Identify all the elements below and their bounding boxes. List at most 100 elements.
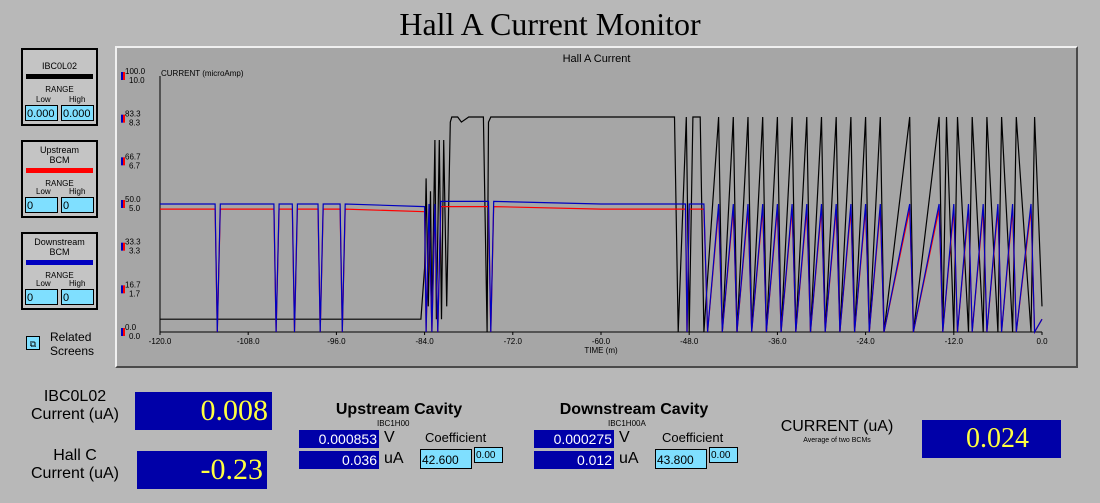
ibc-current-label: IBC0L02 Current (uA) (20, 388, 130, 424)
chart-title: Hall A Current (562, 53, 631, 65)
series-line-ibc0l02 (160, 116, 1043, 333)
current-chart: CURRENT (microAmp) TIME (m) 0.00.016.71.… (121, 67, 1048, 355)
y-tick-label-a: 0.0 (125, 323, 137, 332)
x-tick-label: -60.0 (592, 337, 611, 346)
y-tick-label-a: 66.7 (125, 152, 141, 161)
high-label: High (69, 95, 86, 104)
y-tick-label-a: 33.3 (125, 238, 141, 247)
panel-name-2: BCM (49, 155, 70, 165)
downstream-coef-label: Coefficient (662, 430, 724, 445)
downstream-ua-unit: uA (619, 450, 639, 467)
ibc-current-readout: 0.008 (135, 392, 272, 430)
color-swatch (26, 260, 93, 265)
x-tick-label: -120.0 (149, 337, 172, 346)
page-title: Hall A Current Monitor (399, 6, 701, 42)
ibc0l02-panel: IBC0L02 RANGE Low High 0.000 0.000 (21, 48, 98, 126)
y-axis-label: CURRENT (microAmp) (161, 69, 244, 78)
y-scale-marker (121, 285, 123, 294)
upstream-coef-label: Coefficient (425, 430, 487, 445)
series-line-downstream-bcm (160, 200, 1043, 335)
high-label: High (69, 279, 86, 288)
y-tick-label-b: 5.0 (129, 204, 141, 213)
ibc-label-line1: IBC0L02 (43, 388, 107, 405)
range-high-input[interactable]: 0 (61, 197, 94, 213)
range-low-input[interactable]: 0.000 (25, 105, 58, 121)
range-label: RANGE (45, 85, 74, 94)
panel-name: Downstream (34, 237, 85, 247)
average-current-readout: 0.024 (922, 420, 1061, 458)
low-label: Low (36, 95, 51, 104)
y-scale-marker (121, 72, 123, 80)
hallc-current-readout: -0.23 (137, 451, 267, 489)
hallc-label-line2: Current (uA) (30, 465, 120, 482)
upstream-small-input[interactable]: 0.00 (474, 447, 503, 463)
y-scale-marker (121, 242, 123, 251)
downstream-voltage-readout: 0.000275 (534, 430, 614, 448)
y-scale-marker (123, 157, 125, 166)
x-tick-label: -96.0 (327, 337, 346, 346)
x-tick-label: -48.0 (680, 337, 699, 346)
y-tick-label-b: 3.3 (129, 247, 141, 256)
upstream-ua-unit: uA (384, 450, 404, 467)
hallc-current-label: Hall C Current (uA) (20, 447, 130, 483)
downstream-ua-readout: 0.012 (534, 451, 614, 469)
range-low-input[interactable]: 0 (25, 289, 58, 305)
upstream-subtitle: IBC1H00 (377, 419, 410, 428)
average-current-label: CURRENT (uA) (780, 418, 894, 435)
y-scale-marker (123, 285, 125, 294)
color-swatch (26, 74, 93, 79)
y-tick-label-b: 0.0 (129, 332, 141, 341)
y-scale-marker (123, 200, 125, 208)
x-tick-label: -12.0 (945, 337, 964, 346)
x-tick-label: -84.0 (415, 337, 434, 346)
y-scale-marker (123, 328, 125, 336)
downstream-coef-input[interactable]: 43.800 (655, 449, 707, 469)
upstream-ua-readout: 0.036 (299, 451, 379, 469)
y-scale-marker (121, 200, 123, 208)
y-tick-label-b: 1.7 (129, 289, 141, 298)
downstream-title: Downstream Cavity (559, 401, 709, 418)
related-label-line1: Related (50, 330, 92, 344)
range-label: RANGE (45, 271, 74, 280)
x-tick-label: -24.0 (856, 337, 875, 346)
y-scale-marker (123, 72, 125, 80)
color-swatch (26, 168, 93, 173)
average-current-sublabel: Average of two BCMs (803, 437, 871, 444)
y-scale-marker (123, 242, 125, 251)
y-tick-label-b: 8.3 (129, 119, 141, 128)
upstream-title: Upstream Cavity (335, 401, 463, 418)
x-tick-label: -108.0 (237, 337, 260, 346)
panel-name: IBC0L02 (41, 61, 78, 71)
x-tick-label: -72.0 (504, 337, 523, 346)
y-tick-label-a: 83.3 (125, 110, 141, 119)
related-screens-icon[interactable]: ⧉ (26, 336, 40, 350)
high-label: High (69, 187, 86, 196)
range-high-input[interactable]: 0 (61, 289, 94, 305)
x-tick-label: -36.0 (768, 337, 787, 346)
hallc-label-line1: Hall C (53, 447, 97, 464)
y-tick-label-b: 10.0 (129, 76, 145, 85)
y-tick-label-a: 16.7 (125, 280, 141, 289)
downstream-bcm-panel: Downstream BCM RANGE Low High 0 0 (21, 232, 98, 310)
upstream-v-unit: V (384, 429, 395, 446)
downstream-v-unit: V (619, 429, 630, 446)
range-high-input[interactable]: 0.000 (61, 105, 94, 121)
range-low-input[interactable]: 0 (25, 197, 58, 213)
x-tick-label: 0.0 (1036, 337, 1048, 346)
y-tick-label-a: 100.0 (125, 67, 146, 76)
y-scale-marker (121, 114, 123, 123)
x-axis-label: TIME (m) (584, 346, 618, 355)
panel-name: Upstream (39, 145, 79, 155)
upstream-coef-input[interactable]: 42.600 (420, 449, 472, 469)
related-label-line2: Screens (50, 344, 95, 358)
related-screens-label[interactable]: Related Screens (50, 330, 94, 358)
y-tick-label-a: 50.0 (125, 195, 141, 204)
y-scale-marker (121, 328, 123, 336)
y-tick-label-b: 6.7 (129, 161, 141, 170)
y-scale-marker (123, 114, 125, 123)
range-label: RANGE (45, 179, 74, 188)
downstream-small-input[interactable]: 0.00 (709, 447, 738, 463)
ibc-label-line2: Current (uA) (30, 406, 120, 423)
upstream-bcm-panel: Upstream BCM RANGE Low High 0 0 (21, 140, 98, 218)
low-label: Low (36, 187, 51, 196)
